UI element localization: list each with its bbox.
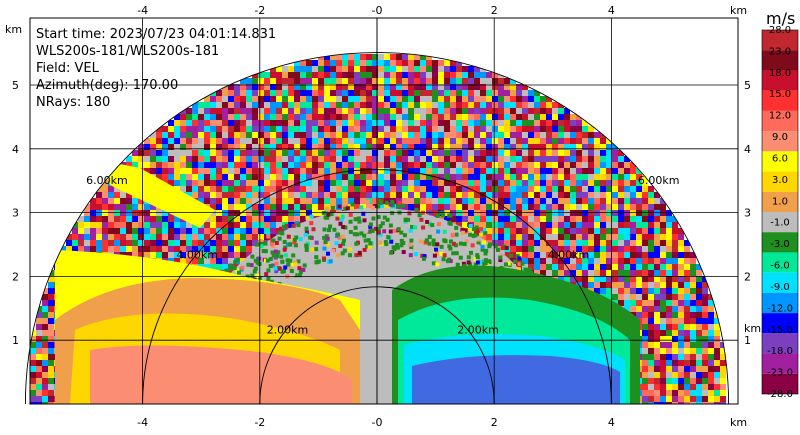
x-tick-bottom-3: 2 xyxy=(491,416,498,429)
x-tick-top-3: 2 xyxy=(491,4,498,17)
colorbar-swatch-0 xyxy=(762,30,798,51)
colorbar-swatch-16 xyxy=(762,353,798,374)
colorbar-label-4: 12.0 xyxy=(769,111,791,122)
plot-frame xyxy=(29,17,739,405)
x-unit-bottom: km xyxy=(730,416,747,429)
y-tick-left-3: 4 xyxy=(12,143,19,156)
colorbar-label-14: -15.0 xyxy=(767,325,793,336)
colorbar-label-8: 1.0 xyxy=(772,196,788,207)
colorbar-swatch-1 xyxy=(762,50,798,71)
colorbar-label-2: 18.0 xyxy=(769,68,791,79)
x-tick-top-0: -4 xyxy=(137,4,148,17)
x-tick-bottom-4: 4 xyxy=(608,416,615,429)
left-yellow-streak xyxy=(100,160,215,228)
range-ring-1 xyxy=(142,169,612,405)
colorbar-label-0: 28.0 xyxy=(769,25,791,36)
info-azimuth: Azimuth(deg): 170.00 xyxy=(36,78,178,93)
colorbar-label-7: 3.0 xyxy=(772,175,788,186)
colorbar-label-16: -23.0 xyxy=(767,368,793,379)
y-tick-right-3: 4 xyxy=(744,143,751,156)
colorbar-label-10: -3.0 xyxy=(770,239,790,250)
left-salmon-core xyxy=(90,345,352,404)
x-tick-bottom-1: -2 xyxy=(254,416,265,429)
ring-label-left-0: 2.00km xyxy=(267,323,309,336)
axis-ticks: km km km km -4 -4 -2 -2 -0 -0 2 2 4 4 1 1 2 2 3 3 4 4 5 5 xyxy=(5,4,761,429)
colorbar-label-5: 9.0 xyxy=(772,132,788,143)
colorbar-label-13: -12.0 xyxy=(767,303,793,314)
x-tick-top-2: -0 xyxy=(372,4,383,17)
ring-label-right-0: 2.00km xyxy=(457,323,499,336)
range-ring-2 xyxy=(24,52,730,405)
colorbar-swatch-11 xyxy=(762,252,798,273)
y-tick-right-0: 1 xyxy=(744,334,751,347)
colorbar-label-1: 23.0 xyxy=(769,46,791,57)
info-start-time: Start time: 2023/07/23 04:01:14.831 xyxy=(36,27,276,42)
colorbar-swatch-4 xyxy=(762,110,798,132)
colorbar-swatch-5 xyxy=(762,131,798,152)
colorbar-label-15: -18.0 xyxy=(767,346,793,357)
range-rings: 2.00km 2.00km 4.00km 4.00km 6.00km 6.00km xyxy=(24,52,730,405)
colorbar-swatch-6 xyxy=(762,151,798,172)
ring-label-right-2: 6.00km xyxy=(638,174,680,187)
colorbar-swatch-8 xyxy=(762,191,798,212)
colorbar-swatch-10 xyxy=(762,232,798,253)
colorbar-label-11: -6.0 xyxy=(770,261,790,272)
colorbar-unit: m/s xyxy=(766,9,795,28)
info-field: Field: VEL xyxy=(36,61,100,76)
colorbar-swatch-7 xyxy=(762,171,798,192)
colorbar-swatch-13 xyxy=(762,292,798,314)
grid-lines xyxy=(30,18,738,404)
colorbar-swatch-9 xyxy=(762,212,798,233)
plot-border xyxy=(29,17,739,405)
x-unit-top: km xyxy=(730,4,747,17)
colorbar-label-12: -9.0 xyxy=(770,282,790,293)
x-tick-top-4: 4 xyxy=(608,4,615,17)
info-instrument: WLS200s-181/WLS200s-181 xyxy=(36,44,219,59)
y-tick-left-1: 2 xyxy=(12,270,19,283)
y-tick-left-0: 1 xyxy=(12,334,19,347)
right-blue-core xyxy=(412,355,620,404)
ring-label-right-1: 4.00km xyxy=(548,249,590,262)
colorbar-label-9: -1.0 xyxy=(770,218,790,229)
colorbar-label-6: 6.0 xyxy=(772,153,788,164)
colorbar-swatch-12 xyxy=(762,272,798,293)
colorbar-swatch-17 xyxy=(762,373,798,394)
colorbar-label-17: -28.0 xyxy=(767,389,793,400)
info-text-block: Start time: 2023/07/23 04:01:14.831 WLS2… xyxy=(36,27,276,110)
colorbar-label-3: 15.0 xyxy=(769,89,791,100)
y-unit-left: km xyxy=(5,23,22,36)
y-tick-right-4: 5 xyxy=(744,79,751,92)
info-nrays: NRays: 180 xyxy=(36,95,110,110)
colorbar-swatch-3 xyxy=(762,90,798,111)
colorbar-swatch-14 xyxy=(762,313,798,334)
ring-label-left-1: 4.00km xyxy=(176,249,218,262)
y-tick-left-4: 5 xyxy=(12,79,19,92)
ring-label-left-2: 6.00km xyxy=(86,174,128,187)
y-tick-right-1: 2 xyxy=(744,270,751,283)
colorbar-swatch-15 xyxy=(762,333,798,354)
colorbar-swatch-2 xyxy=(762,70,798,91)
colorbar-border xyxy=(761,29,799,395)
y-tick-right-2: 3 xyxy=(744,207,751,220)
x-tick-bottom-0: -4 xyxy=(137,416,148,429)
colorbar: m/s28.0 23.0 18.0 15.0 12.0 9.0 6.0 3.0 1.0 -1.0 -… xyxy=(761,9,799,400)
x-tick-top-1: -2 xyxy=(254,4,265,17)
x-tick-bottom-2: -0 xyxy=(372,416,383,429)
y-tick-left-2: 3 xyxy=(12,207,19,220)
range-ring-0 xyxy=(259,286,495,405)
y-unit-right: km xyxy=(744,322,761,335)
